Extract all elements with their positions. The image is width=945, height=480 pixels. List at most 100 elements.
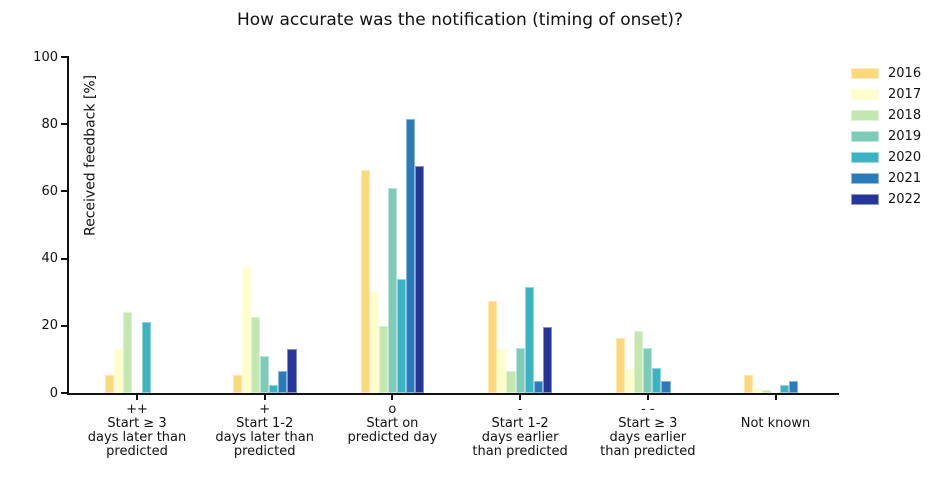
y-tick-mark bbox=[61, 56, 67, 58]
x-tick-text: Start 1-2 bbox=[236, 416, 294, 431]
legend-row-2016: 2016 bbox=[851, 63, 921, 84]
y-tick-mark bbox=[61, 257, 67, 260]
x-tick-label: ++ Start ≥ 3 days later than predicted bbox=[57, 403, 217, 459]
y-tick-mark bbox=[61, 324, 67, 327]
bar-2021-cat6 bbox=[789, 381, 799, 393]
legend-swatch-2016 bbox=[851, 68, 879, 79]
x-tick-text: Not known bbox=[740, 416, 811, 431]
bar-2016-cat1 bbox=[105, 374, 115, 393]
x-tick-symbol: - bbox=[517, 402, 523, 417]
legend-row-2021: 2021 bbox=[851, 168, 921, 189]
x-tick-label: - Start 1-2 days earlier than predicted bbox=[440, 403, 600, 459]
bar-2016-cat6 bbox=[743, 374, 753, 393]
bar-2020-cat1 bbox=[141, 322, 151, 393]
x-tick-text: Start ≥ 3 bbox=[618, 416, 678, 431]
legend-label-2017: 2017 bbox=[888, 87, 922, 102]
bar-2017-cat6 bbox=[752, 387, 762, 393]
y-tick-label: 80 bbox=[41, 116, 58, 132]
plot-area bbox=[68, 57, 838, 393]
x-tick-symbol bbox=[696, 403, 856, 417]
legend-swatch-2019 bbox=[851, 131, 879, 142]
bar-2016-cat5 bbox=[615, 337, 626, 393]
bar-2019-cat4 bbox=[515, 347, 525, 393]
bar-2018-cat4 bbox=[506, 371, 516, 393]
x-tick-text: predicted bbox=[106, 444, 168, 459]
legend-swatch-2021 bbox=[851, 173, 879, 184]
bar-2019-cat2 bbox=[260, 356, 270, 393]
bar-2020-cat6 bbox=[780, 384, 790, 393]
bar-2022-cat3 bbox=[415, 166, 425, 393]
legend-row-2019: 2019 bbox=[851, 126, 921, 147]
y-tick-label: 0 bbox=[49, 385, 58, 401]
y-tick-label: 40 bbox=[41, 251, 58, 267]
x-tick-mark bbox=[646, 395, 649, 400]
bar-2017-cat3 bbox=[369, 292, 379, 393]
bar-2020-cat5 bbox=[652, 367, 662, 393]
bar-2021-cat4 bbox=[533, 381, 543, 393]
bar-2022-cat2 bbox=[287, 349, 297, 393]
legend-swatch-2022 bbox=[851, 194, 879, 205]
bar-2017-cat5 bbox=[625, 369, 635, 393]
bar-2021-cat5 bbox=[661, 381, 671, 393]
y-tick-mark bbox=[61, 392, 67, 394]
bar-2017-cat2 bbox=[241, 267, 252, 393]
legend-swatch-2020 bbox=[851, 152, 879, 163]
legend-label-2016: 2016 bbox=[888, 66, 922, 81]
bar-2016-cat2 bbox=[232, 374, 242, 393]
bar-2018-cat2 bbox=[251, 317, 261, 393]
y-tick-label: 20 bbox=[41, 318, 58, 334]
legend-label-2020: 2020 bbox=[888, 150, 922, 165]
x-tick-symbol: + bbox=[259, 402, 271, 417]
x-tick-mark bbox=[391, 395, 394, 400]
bar-2019-cat3 bbox=[387, 188, 397, 393]
x-tick-label: + Start 1-2 days later than predicted bbox=[185, 403, 345, 459]
legend-label-2019: 2019 bbox=[888, 129, 922, 144]
x-tick-symbol: - - bbox=[641, 402, 655, 417]
x-tick-symbol: ++ bbox=[126, 402, 148, 417]
x-tick-mark bbox=[136, 395, 138, 400]
x-tick-text: Start on bbox=[366, 416, 419, 431]
bar-2021-cat2 bbox=[278, 371, 288, 393]
x-tick-label: - - Start ≥ 3 days earlier than predicted bbox=[568, 403, 728, 459]
legend: 2016 2017 2018 2019 2020 2021 2022 bbox=[851, 63, 921, 210]
x-tick-text: than predicted bbox=[472, 444, 568, 459]
x-tick-label: Not known bbox=[696, 403, 856, 431]
legend-row-2020: 2020 bbox=[851, 147, 921, 168]
legend-row-2022: 2022 bbox=[851, 189, 921, 210]
x-tick-text: than predicted bbox=[600, 444, 696, 459]
bar-2016-cat4 bbox=[488, 300, 498, 393]
bar-2016-cat3 bbox=[360, 169, 370, 393]
x-tick-text: Start ≥ 3 bbox=[107, 416, 167, 431]
chart-title: How accurate was the notification (timin… bbox=[236, 10, 684, 30]
x-tick-text: days later than bbox=[87, 430, 187, 445]
bar-2021-cat3 bbox=[406, 119, 416, 393]
bar-2017-cat1 bbox=[114, 349, 124, 393]
x-tick-text: days earlier bbox=[481, 430, 559, 445]
bar-2020-cat3 bbox=[396, 278, 407, 393]
x-tick-text: days later than bbox=[215, 430, 314, 445]
legend-row-2018: 2018 bbox=[851, 105, 921, 126]
x-tick-text: predicted bbox=[233, 444, 296, 459]
bar-2018-cat1 bbox=[123, 312, 133, 393]
legend-swatch-2017 bbox=[851, 89, 879, 100]
y-tick-label: 100 bbox=[33, 49, 58, 65]
x-tick-text: predicted day bbox=[347, 430, 438, 445]
x-tick-label: o Start on predicted day bbox=[312, 403, 472, 445]
x-tick-symbol: o bbox=[388, 402, 397, 417]
bar-2022-cat4 bbox=[542, 327, 552, 393]
y-tick-mark bbox=[61, 123, 67, 126]
bar-2018-cat5 bbox=[634, 330, 644, 393]
y-tick-label: 60 bbox=[41, 183, 58, 199]
bar-2019-cat5 bbox=[643, 347, 653, 393]
legend-swatch-2018 bbox=[851, 110, 879, 121]
x-tick-mark bbox=[263, 395, 266, 400]
x-tick-text: days earlier bbox=[609, 430, 687, 445]
bar-2020-cat2 bbox=[269, 384, 279, 393]
x-tick-mark bbox=[774, 395, 777, 400]
legend-label-2018: 2018 bbox=[888, 108, 922, 123]
bar-2018-cat6 bbox=[761, 389, 771, 393]
legend-row-2017: 2017 bbox=[851, 84, 921, 105]
legend-label-2021: 2021 bbox=[888, 171, 922, 186]
bar-2018-cat3 bbox=[378, 325, 388, 393]
